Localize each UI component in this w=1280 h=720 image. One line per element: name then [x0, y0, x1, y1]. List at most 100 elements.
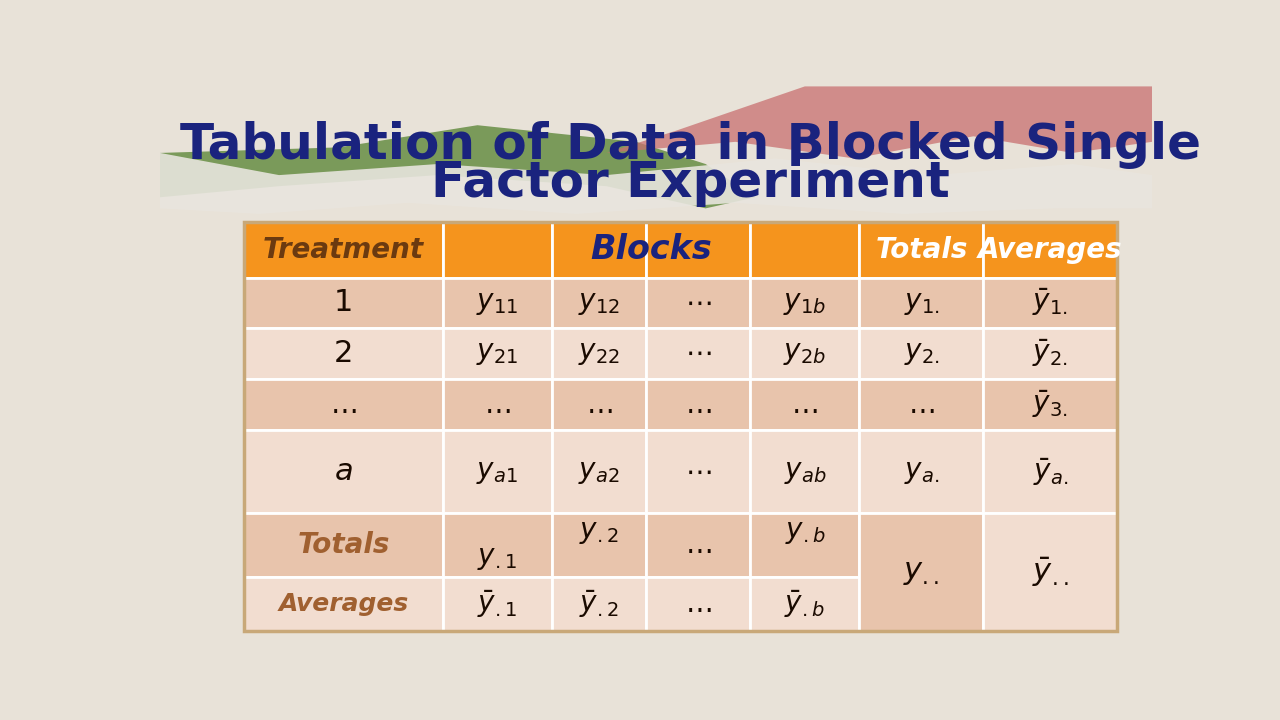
Bar [646, 430, 750, 513]
Text: $y_{12}$: $y_{12}$ [579, 289, 620, 317]
Text: $y_{1.}$: $y_{1.}$ [904, 289, 940, 317]
Bar [983, 379, 1117, 430]
Text: $y_{.b}$: $y_{.b}$ [785, 518, 826, 546]
Text: $y_{.2}$: $y_{.2}$ [580, 518, 618, 546]
Bar [552, 430, 646, 513]
Text: $\ldots$: $\ldots$ [685, 531, 712, 559]
Text: Totals: Totals [297, 531, 389, 559]
Bar [244, 430, 443, 513]
Text: $\bar{y}_{..}$: $\bar{y}_{..}$ [1032, 556, 1069, 589]
Text: $\ldots$: $\ldots$ [791, 391, 818, 418]
Bar [859, 513, 983, 577]
Text: $y_{11}$: $y_{11}$ [476, 289, 518, 317]
Bar [983, 430, 1117, 513]
Polygon shape [160, 86, 755, 208]
Text: 1: 1 [334, 288, 353, 317]
Bar [552, 328, 646, 379]
Bar [750, 328, 859, 379]
Text: $y_{22}$: $y_{22}$ [579, 339, 620, 367]
Bar [552, 222, 646, 278]
Bar [750, 513, 859, 577]
Bar [750, 577, 859, 631]
Text: $\bar{y}_{.b}$: $\bar{y}_{.b}$ [785, 588, 826, 620]
Text: $\ldots$: $\ldots$ [484, 391, 511, 418]
Text: 2: 2 [334, 339, 353, 368]
Bar [859, 513, 983, 631]
Polygon shape [160, 153, 1152, 214]
Bar [859, 328, 983, 379]
Text: $\cdots$: $\cdots$ [685, 289, 712, 317]
Text: $y_{2b}$: $y_{2b}$ [783, 339, 827, 367]
Bar [443, 328, 552, 379]
Bar [859, 430, 983, 513]
Text: $y_{1b}$: $y_{1b}$ [783, 289, 827, 317]
Text: Blocks: Blocks [590, 233, 712, 266]
Bar [983, 513, 1117, 631]
Bar [859, 577, 983, 631]
Bar [552, 278, 646, 328]
Text: Averages: Averages [278, 592, 408, 616]
Text: $\ldots$: $\ldots$ [685, 590, 712, 618]
Bar [859, 278, 983, 328]
Text: $\bar{y}_{.1}$: $\bar{y}_{.1}$ [477, 588, 517, 620]
Bar [983, 328, 1117, 379]
Bar [443, 577, 552, 631]
Text: Averages: Averages [978, 236, 1123, 264]
Bar [443, 513, 552, 577]
Bar [244, 513, 443, 577]
Text: $a$: $a$ [334, 457, 353, 486]
Text: Tabulation of Data in Blocked Single: Tabulation of Data in Blocked Single [180, 121, 1201, 168]
Bar [443, 430, 552, 513]
Bar [443, 379, 552, 430]
Text: $\bar{y}_{a.}$: $\bar{y}_{a.}$ [1033, 456, 1068, 487]
Bar [750, 222, 859, 278]
Text: $y_{21}$: $y_{21}$ [476, 339, 518, 367]
Text: $y_{ab}$: $y_{ab}$ [783, 458, 826, 486]
Bar [646, 577, 750, 631]
Bar [646, 513, 750, 577]
Text: $\ldots$: $\ldots$ [330, 391, 357, 418]
Bar [646, 328, 750, 379]
Bar [443, 222, 552, 278]
Text: Totals: Totals [876, 236, 968, 264]
Bar [646, 222, 750, 278]
Bar [552, 577, 646, 631]
Bar [750, 379, 859, 430]
Bar [983, 577, 1117, 631]
Bar [244, 278, 443, 328]
Bar [646, 278, 750, 328]
Bar [859, 222, 983, 278]
Text: $\ldots$: $\ldots$ [685, 391, 712, 418]
Text: $\bar{y}_{1.}$: $\bar{y}_{1.}$ [1033, 287, 1069, 318]
Text: Treatment: Treatment [262, 236, 424, 264]
Text: $\ldots$: $\ldots$ [908, 391, 934, 418]
Bar [244, 577, 443, 631]
Bar [983, 278, 1117, 328]
Bar [552, 513, 646, 577]
Text: $y_{a1}$: $y_{a1}$ [476, 458, 518, 486]
Bar [983, 222, 1117, 278]
Bar [859, 379, 983, 430]
Bar [244, 222, 443, 278]
Text: $\bar{y}_{3.}$: $\bar{y}_{3.}$ [1033, 389, 1069, 420]
Bar [750, 278, 859, 328]
Text: $y_{.1}$: $y_{.1}$ [477, 544, 517, 572]
Bar [646, 379, 750, 430]
Text: $y_{..}$: $y_{..}$ [904, 557, 940, 587]
Text: $y_{a.}$: $y_{a.}$ [904, 458, 940, 486]
Bar [443, 278, 552, 328]
Bar [983, 513, 1117, 577]
Bar [244, 379, 443, 430]
Bar [244, 328, 443, 379]
Bar [750, 430, 859, 513]
Text: $\bar{y}_{.2}$: $\bar{y}_{.2}$ [579, 588, 618, 620]
Text: $\bar{y}_{2.}$: $\bar{y}_{2.}$ [1033, 338, 1069, 369]
Text: $\ldots$: $\ldots$ [586, 391, 612, 418]
Text: $\cdots$: $\cdots$ [685, 458, 712, 486]
Bar [552, 379, 646, 430]
Bar [244, 222, 1117, 631]
Text: Factor Experiment: Factor Experiment [431, 159, 950, 207]
Text: $y_{a2}$: $y_{a2}$ [579, 458, 620, 486]
Polygon shape [607, 86, 1152, 158]
Text: $\cdots$: $\cdots$ [685, 339, 712, 367]
